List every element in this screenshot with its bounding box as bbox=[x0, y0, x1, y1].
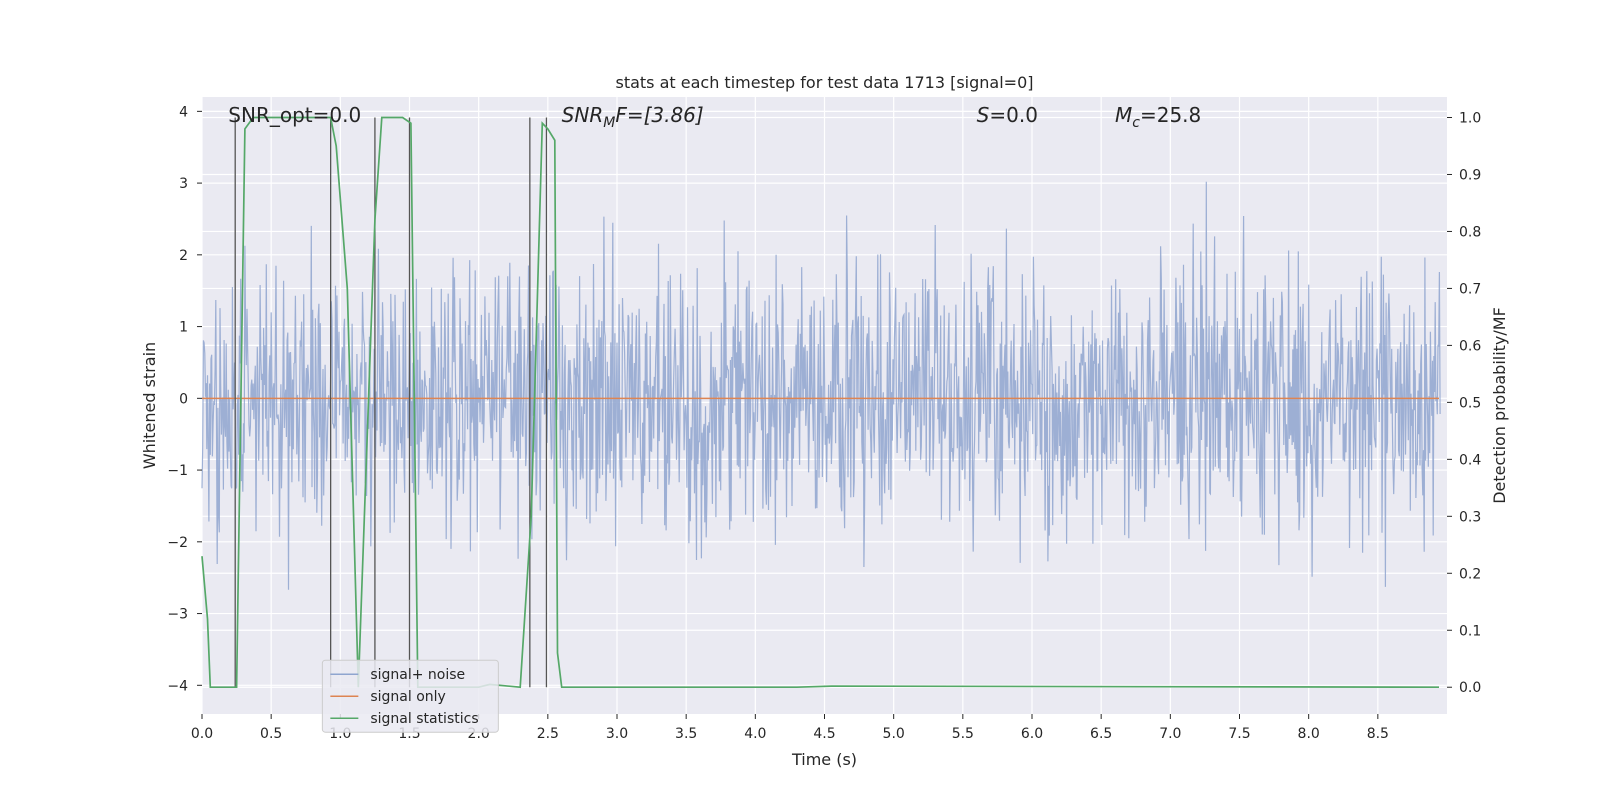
annotation-mc-sub: c bbox=[1132, 115, 1140, 131]
y-right-axis-label: Detection probability/MF bbox=[1490, 307, 1509, 504]
x-axis-label: Time (s) bbox=[791, 750, 857, 769]
noise-trace bbox=[201, 181, 1441, 590]
y-left-tick-label: 2 bbox=[179, 248, 188, 264]
annotation-snr-mf-tail: F=[3.86] bbox=[615, 103, 703, 127]
annotation-mc: Mc=25.8 bbox=[1115, 103, 1201, 131]
y-left-tick-label: −1 bbox=[167, 463, 188, 479]
y-right-tick-label: 0.9 bbox=[1459, 167, 1481, 183]
x-axis-ticks: 0.0 0.5 1.0 1.5 2.0 2.5 3.0 3.5 4.0 4.5 5.0 5.5 6.0 6… bbox=[191, 714, 1389, 742]
y-right-tick-label: 0.4 bbox=[1459, 452, 1481, 468]
x-tick-label: 5.0 bbox=[883, 726, 905, 742]
series-signal-noise bbox=[201, 181, 1441, 590]
x-tick-label: 8.5 bbox=[1367, 726, 1389, 742]
y-left-tick-label: 3 bbox=[179, 176, 188, 192]
y-right-tick-label: 1.0 bbox=[1459, 111, 1481, 127]
x-tick-label: 4.5 bbox=[813, 726, 835, 742]
y-right-tick-label: 0.0 bbox=[1459, 680, 1481, 696]
y-left-tick-label: 0 bbox=[179, 391, 188, 407]
y-right-tick-label: 0.8 bbox=[1459, 224, 1481, 240]
x-tick-label: 3.0 bbox=[606, 726, 628, 742]
series-signal-statistics bbox=[201, 116, 1440, 689]
annotation-snr-mf: SNRMF=[3.86] bbox=[562, 103, 704, 131]
y-left-tick-label: 4 bbox=[179, 104, 188, 120]
x-tick-label: 7.5 bbox=[1228, 726, 1250, 742]
x-tick-label: 7.0 bbox=[1159, 726, 1181, 742]
annotation-s-main: S bbox=[977, 103, 990, 127]
annotation-mc-tail: =25.8 bbox=[1140, 103, 1201, 127]
statistics-trace bbox=[201, 116, 1440, 689]
annotation-s-tail: =0.0 bbox=[989, 103, 1038, 127]
annotation-snr-opt: SNR_opt=0.0 bbox=[228, 103, 361, 127]
y-left-tick-label: −2 bbox=[167, 535, 188, 551]
annotation-snr-mf-main: SNR bbox=[562, 103, 604, 127]
y-right-tick-label: 0.1 bbox=[1459, 623, 1481, 639]
annotation-mc-main: M bbox=[1115, 103, 1132, 127]
y-right-axis-ticks: 0.0 0.1 0.2 0.3 0.4 0.5 0.6 0.7 0.8 0.9 1.0 bbox=[1447, 111, 1481, 696]
x-tick-label: 4.0 bbox=[744, 726, 766, 742]
x-tick-label: 0.5 bbox=[260, 726, 282, 742]
x-tick-label: 5.5 bbox=[952, 726, 974, 742]
x-tick-label: 8.0 bbox=[1298, 726, 1320, 742]
y-left-tick-label: −3 bbox=[167, 607, 188, 623]
x-tick-label: 0.0 bbox=[191, 726, 213, 742]
legend-label-signal-only: signal only bbox=[370, 689, 445, 705]
legend: signal+ noise signal only signal statist… bbox=[321, 659, 499, 733]
y-left-tick-label: 1 bbox=[179, 320, 188, 336]
y-right-tick-label: 0.6 bbox=[1459, 338, 1481, 354]
y-right-tick-label: 0.7 bbox=[1459, 281, 1481, 297]
annotation-s: S=0.0 bbox=[977, 103, 1038, 127]
y-right-tick-label: 0.2 bbox=[1459, 566, 1481, 582]
y-right-tick-label: 0.3 bbox=[1459, 509, 1481, 525]
x-tick-label: 3.5 bbox=[675, 726, 697, 742]
y-left-axis-ticks: −4 −3 −2 −1 0 1 2 3 4 bbox=[167, 104, 202, 694]
x-tick-label: 6.5 bbox=[1090, 726, 1112, 742]
legend-label-signal-noise: signal+ noise bbox=[370, 667, 465, 683]
x-tick-label: 6.0 bbox=[1021, 726, 1043, 742]
chart-title: stats at each timestep for test data 171… bbox=[615, 73, 1033, 92]
annotation-snr-mf-sub: M bbox=[603, 115, 615, 131]
y-left-axis-label: Whitened strain bbox=[140, 342, 159, 469]
legend-box bbox=[321, 659, 499, 733]
y-right-tick-label: 0.5 bbox=[1459, 395, 1481, 411]
x-tick-label: 2.5 bbox=[537, 726, 559, 742]
y-left-tick-label: −4 bbox=[167, 678, 188, 694]
legend-label-signal-statistics: signal statistics bbox=[370, 711, 478, 727]
